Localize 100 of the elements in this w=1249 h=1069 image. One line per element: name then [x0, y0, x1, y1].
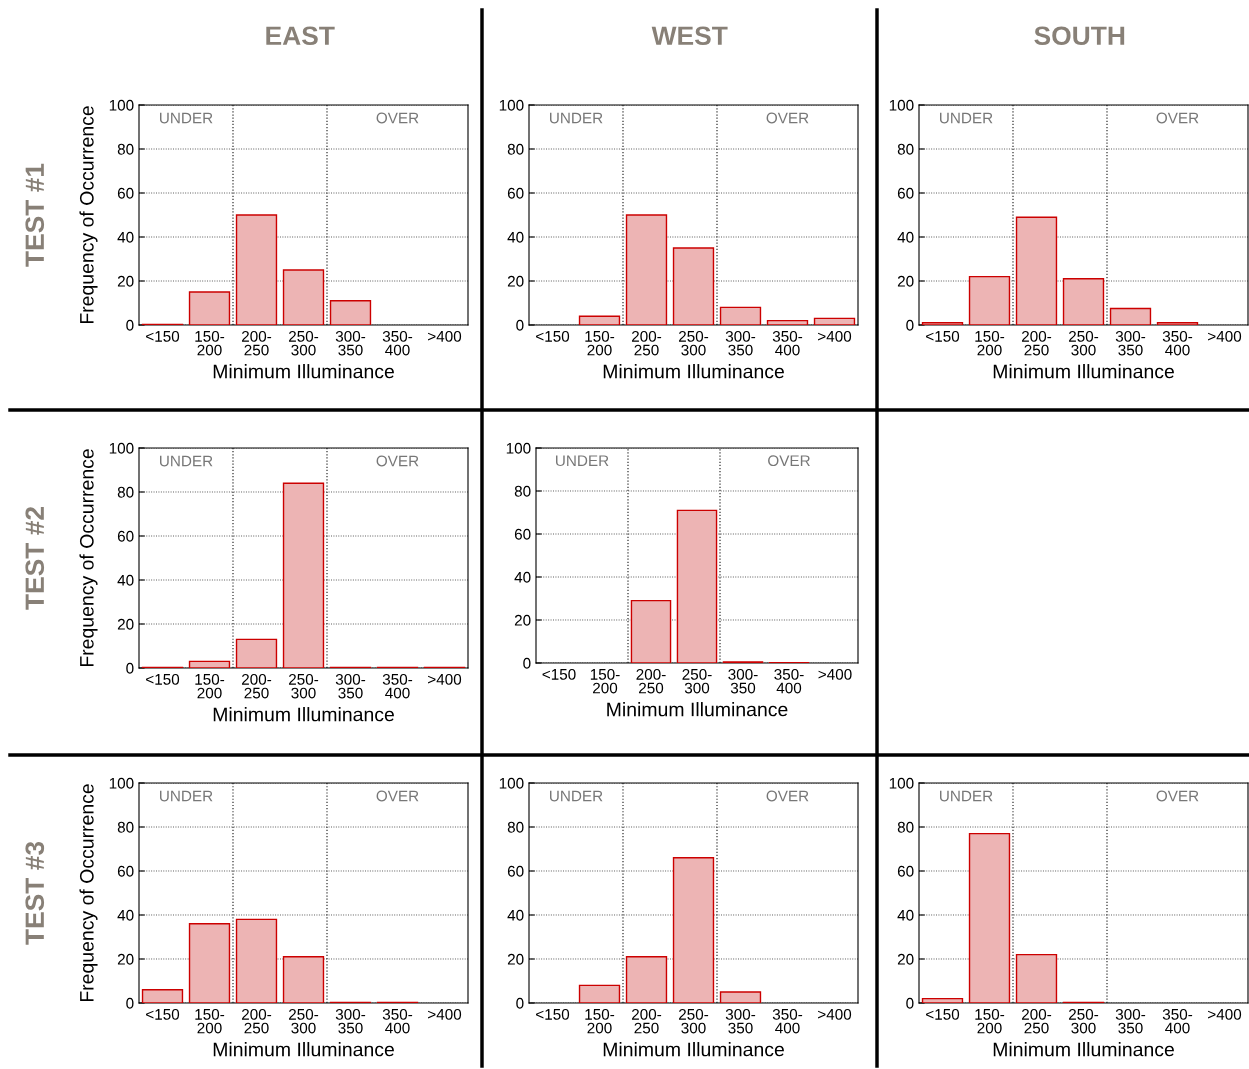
chart-title: EAST	[266, 26, 335, 46]
y-tick-label: 20	[117, 953, 134, 965]
y-tick-label: 80	[507, 143, 524, 155]
x-tick-label: 150- 200	[975, 330, 1005, 356]
y-tick-label: 0	[906, 997, 914, 1009]
bar	[625, 956, 668, 1003]
x-tick-label: 300- 350	[728, 668, 758, 694]
y-tick-label: 100	[506, 442, 531, 454]
y-tick-label: 60	[897, 865, 914, 877]
x-tick-label: 250- 300	[288, 330, 319, 356]
bar	[813, 317, 856, 325]
x-tick-label: 150- 200	[195, 1008, 225, 1034]
text: TEST #1	[25, 163, 45, 267]
bar	[968, 832, 1011, 1003]
y-axis-title: Frequency of Occurrence	[79, 449, 98, 667]
x-tick-label: 300- 350	[725, 330, 756, 356]
x-tick-label: 250- 300	[682, 668, 712, 694]
annotation: OVER	[766, 112, 809, 124]
x-tick-label: 150- 200	[585, 1008, 615, 1034]
y-tick-label: 20	[117, 275, 134, 287]
y-tick-label: 40	[514, 571, 531, 583]
annotation: UNDER	[160, 790, 213, 802]
x-tick-label: 250- 300	[678, 1008, 709, 1034]
y-tick-label: 80	[117, 821, 134, 833]
y-tick-label: 0	[523, 657, 531, 669]
y-tick-label: 80	[514, 485, 531, 497]
y-tick-label: 20	[897, 275, 914, 287]
x-axis-title: Minimum Illuminance	[213, 1042, 394, 1057]
x-tick-label: 350- 400	[774, 668, 804, 694]
bar	[282, 956, 325, 1003]
y-tick-label: 40	[897, 909, 914, 921]
x-tick-label: 300- 350	[335, 1008, 366, 1034]
y-tick-label: 80	[117, 143, 134, 155]
x-tick-label: >400	[1208, 330, 1242, 342]
y-tick-label: 20	[514, 614, 531, 626]
x-axis-title: Minimum Illuminance	[603, 1042, 784, 1057]
x-tick-label: 350- 400	[382, 1008, 413, 1034]
x-tick-label: >400	[818, 1008, 852, 1020]
y-tick-label: 40	[117, 574, 134, 586]
y-tick-label: 60	[117, 865, 134, 877]
annotation: UNDER	[940, 790, 993, 802]
x-tick-label: 200- 250	[631, 330, 662, 356]
x-axis-title: Minimum Illuminance	[603, 364, 784, 379]
x-tick-label: 350- 400	[772, 1008, 803, 1034]
x-tick-label: 200- 250	[241, 330, 272, 356]
y-tick-label: 40	[507, 909, 524, 921]
annotation: UNDER	[550, 112, 603, 124]
y-tick-label: 40	[507, 231, 524, 243]
bar	[672, 857, 715, 1003]
y-tick-label: 0	[126, 662, 134, 674]
annotation: OVER	[1156, 790, 1199, 802]
bar	[1062, 278, 1105, 325]
x-tick-label: 150- 200	[975, 1008, 1005, 1034]
y-tick-label: 40	[117, 909, 134, 921]
x-tick-label: <150	[146, 330, 180, 342]
x-tick-label: 350- 400	[1162, 330, 1193, 356]
y-tick-label: 100	[109, 99, 134, 111]
y-tick-label: 60	[507, 187, 524, 199]
y-tick-label: 0	[126, 997, 134, 1009]
bar	[329, 300, 372, 325]
annotation: UNDER	[556, 455, 609, 467]
annotation: OVER	[766, 790, 809, 802]
y-tick-label: 20	[897, 953, 914, 965]
x-tick-label: >400	[428, 1008, 462, 1020]
y-tick-label: 20	[507, 275, 524, 287]
annotation: OVER	[768, 455, 810, 467]
bar	[1015, 953, 1058, 1003]
text: TEST #3	[25, 841, 45, 945]
x-tick-label: 250- 300	[1068, 1008, 1099, 1034]
x-tick-label: >400	[428, 330, 462, 342]
annotation: OVER	[376, 455, 419, 467]
bar	[625, 214, 668, 325]
x-tick-label: <150	[926, 330, 960, 342]
text: TEST #2	[25, 506, 45, 610]
bar	[235, 918, 278, 1003]
annotation: UNDER	[160, 112, 213, 124]
x-tick-label: 150- 200	[195, 673, 225, 699]
x-axis-title: Minimum Illuminance	[213, 364, 394, 379]
x-tick-label: 250- 300	[1068, 330, 1099, 356]
y-tick-label: 0	[516, 997, 524, 1009]
x-tick-label: >400	[818, 330, 852, 342]
bar	[235, 638, 278, 668]
bar	[921, 322, 964, 325]
bar	[235, 214, 278, 325]
x-axis-title: Minimum Illuminance	[993, 1042, 1174, 1057]
x-tick-label: 200- 250	[241, 1008, 272, 1034]
x-tick-label: 200- 250	[1021, 330, 1052, 356]
x-tick-label: <150	[146, 1008, 180, 1020]
y-tick-label: 0	[126, 319, 134, 331]
x-tick-label: 200- 250	[241, 673, 272, 699]
y-tick-label: 100	[109, 777, 134, 789]
x-tick-label: 250- 300	[288, 1008, 319, 1034]
x-tick-label: 300- 350	[1115, 330, 1146, 356]
y-tick-label: 80	[117, 486, 134, 498]
bar	[672, 247, 715, 325]
bar	[968, 275, 1011, 325]
x-tick-label: 150- 200	[195, 330, 225, 356]
x-tick-label: >400	[1208, 1008, 1242, 1020]
bar	[188, 923, 231, 1003]
bar	[188, 660, 231, 668]
